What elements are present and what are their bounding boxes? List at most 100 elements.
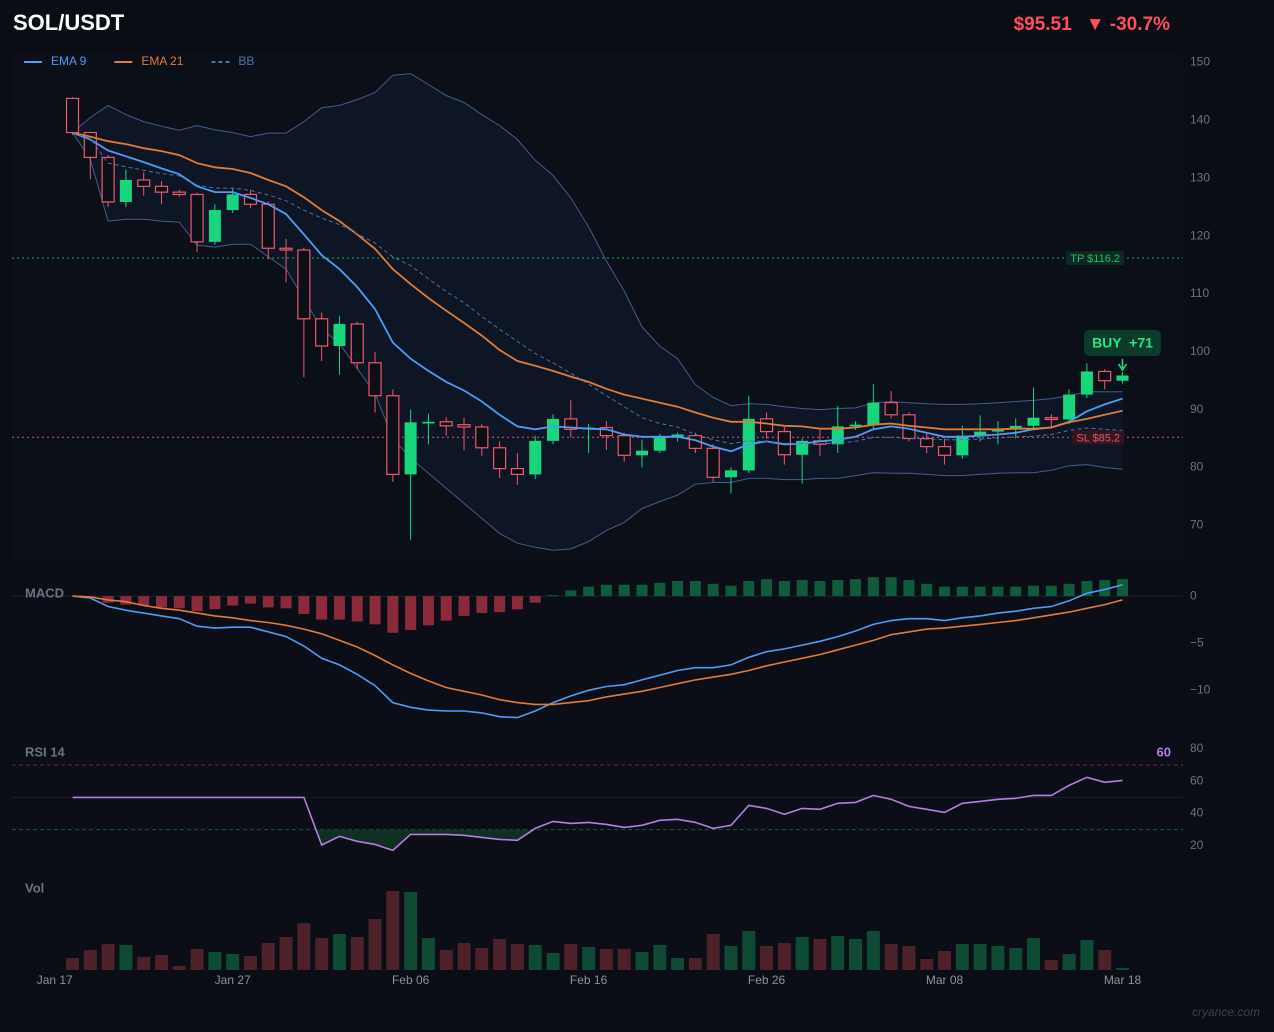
histogram-bar (1045, 585, 1057, 597)
volume-bar (617, 949, 631, 970)
panel-background (12, 735, 1183, 862)
volume-bar (599, 949, 613, 970)
histogram-bar (600, 584, 612, 597)
candle-body (101, 156, 115, 203)
volume-bar (1044, 960, 1058, 970)
price-text: $95.51 ▼ -30.7% (1014, 14, 1171, 35)
histogram-bar (867, 577, 879, 597)
histogram-bar (814, 581, 826, 597)
candle-body (404, 422, 417, 475)
y-tick-label: 60 (1190, 773, 1204, 787)
candle-body (457, 424, 471, 428)
volume-bar (137, 957, 151, 970)
y-tick-label: 40 (1190, 806, 1204, 820)
x-tick-label: Mar 18 (1104, 973, 1142, 987)
histogram-bar (387, 596, 399, 633)
candle-body (422, 421, 435, 424)
volume-bar (564, 944, 578, 970)
histogram-bar (725, 585, 737, 597)
histogram-bar (440, 596, 452, 621)
histogram-bar (1099, 580, 1111, 597)
candle-body (1116, 375, 1129, 381)
volume-bar (510, 944, 524, 970)
histogram-bar (992, 586, 1004, 597)
x-tick-label: Feb 26 (748, 973, 786, 987)
band-lower (72, 132, 1123, 551)
histogram-bar (262, 596, 274, 608)
histogram-bar (850, 579, 862, 597)
candle-body (1063, 394, 1076, 420)
volume-bar (368, 919, 382, 970)
candle-body (315, 318, 329, 347)
volume-bar (938, 951, 952, 970)
volume-bar (475, 948, 489, 970)
volume-bar (884, 944, 898, 970)
volume-bar (457, 943, 471, 970)
volume-bar (1098, 950, 1112, 970)
volume-bar (724, 946, 738, 970)
volume-bar (671, 958, 685, 970)
panel-title: RSI 14 (25, 744, 66, 759)
candle-body (333, 324, 346, 346)
watermark: cryance.com (1192, 1005, 1260, 1019)
panel-background (12, 878, 1183, 970)
macd-line (72, 595, 1123, 706)
annotation-text: BUY +71 (1092, 335, 1153, 351)
candle-body (1009, 425, 1022, 429)
price: $95.51 (1014, 14, 1073, 35)
y-tick-label: 90 (1190, 402, 1204, 416)
histogram-bar (298, 596, 310, 614)
volume-bar (866, 931, 880, 970)
volume-bar (83, 950, 97, 970)
volume-bar (493, 939, 507, 970)
y-tick-label: 70 (1190, 517, 1204, 531)
histogram-bar (316, 596, 328, 620)
volume-bar (706, 934, 720, 970)
annotation-box (1084, 330, 1161, 357)
volume-bar (172, 966, 186, 970)
histogram-bar (494, 596, 506, 613)
candle-body (208, 210, 221, 242)
histogram-bar (654, 582, 666, 597)
histogram-bar (832, 580, 844, 597)
candle-body (386, 395, 400, 475)
y-tick-label: 150 (1190, 55, 1210, 69)
candle-body (493, 447, 507, 470)
volume-bar (849, 939, 863, 970)
candle-body (974, 431, 987, 436)
histogram-bar (796, 580, 808, 597)
volume-bar (902, 946, 916, 970)
rsi-line (72, 776, 1123, 852)
histogram-bar (1063, 583, 1075, 597)
histogram-bar (974, 586, 986, 597)
volume-bar (955, 944, 969, 970)
histogram-bar (191, 596, 203, 612)
x-tick-label: Mar 08 (926, 973, 964, 987)
legend-label: EMA 21 (141, 54, 183, 68)
y-tick-label: 0 (1190, 588, 1197, 602)
y-tick-label: −5 (1190, 635, 1204, 649)
histogram-bar (155, 596, 167, 608)
histogram-bar (778, 581, 790, 597)
candle-body (849, 424, 862, 427)
overlay-line (72, 131, 1123, 431)
volume-bar (154, 955, 168, 970)
volume-bar (315, 938, 329, 970)
histogram-bar (743, 581, 755, 597)
y-tick-label: 110 (1190, 286, 1209, 300)
volume-bar (973, 944, 987, 970)
candle-body (1098, 370, 1112, 382)
histogram-bar (422, 596, 434, 626)
last-value-label: 60 (1157, 744, 1171, 759)
histogram-bar (369, 596, 381, 625)
volume-bar (688, 958, 702, 970)
y-tick-label: 80 (1190, 741, 1204, 755)
x-tick-label: Jan 27 (215, 973, 251, 987)
histogram-bar (885, 577, 897, 597)
volume-bar (635, 952, 649, 970)
x-tick-label: Feb 06 (392, 973, 430, 987)
annotation-arrowhead (1117, 363, 1128, 372)
y-tick-label: 80 (1190, 460, 1204, 474)
volume-bar (386, 891, 400, 970)
volume-bar (920, 959, 934, 970)
